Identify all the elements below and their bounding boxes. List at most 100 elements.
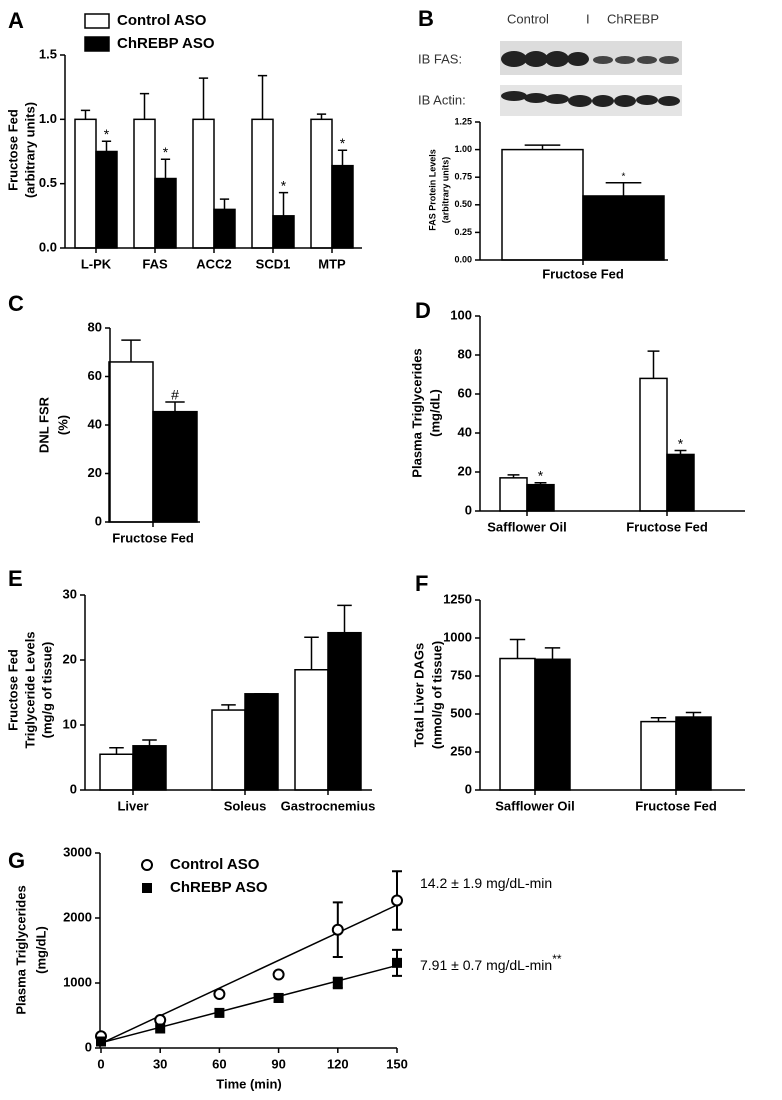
x-tick-label: Safflower Oil [487,519,566,534]
y-tick-label: 0.0 [39,239,57,254]
error-bar [109,747,124,755]
y-tick-label: 1.00 [454,144,472,154]
point [331,923,344,936]
error-bar [198,77,209,120]
band [615,56,635,64]
y-tick-label: 0.00 [454,254,472,264]
y-axis-label: Fructose Fed [5,649,20,731]
panel-letter: B [418,6,434,31]
legend-label: Control ASO [170,856,260,873]
error-bar [304,636,319,670]
y-tick-label: 0 [465,502,472,517]
panel-letter: F [415,571,428,596]
y-axis-label: DNL FSR [36,396,51,453]
legend-swatch [84,13,110,29]
bar [640,720,677,791]
bar [582,195,665,261]
bar [294,669,329,791]
point [96,1036,106,1047]
x-tick-label: 120 [327,1056,349,1071]
blot-lane-label: ChREBP [607,11,659,26]
point [392,957,402,968]
x-tick-label: Fructose Fed [112,530,194,545]
annotation: 14.2 ± 1.9 mg/dL-min [420,875,552,891]
y-tick-label: 500 [450,705,472,720]
x-tick-label: Fructose Fed [626,519,708,534]
blot-lane-label: I [586,11,590,26]
legend-label: Control ASO [117,12,207,29]
y-tick-label: 100 [450,307,472,322]
x-tick-label: 90 [271,1056,285,1071]
band [592,95,614,107]
bar [152,410,198,523]
y-tick-label: 1000 [63,974,92,989]
point [391,894,403,907]
bar [639,377,668,512]
significance-marker: # [171,387,179,403]
y-axis-label: (arbitrary units) [22,102,37,198]
bar [666,453,695,512]
x-axis-label: Time (min) [216,1076,282,1091]
band [568,95,592,107]
y-tick-label: 80 [88,319,102,334]
y-tick-label: 20 [458,463,472,478]
annotation: 7.91 ± 0.7 mg/dL-min** [420,952,562,973]
y-tick-label: 20 [88,465,102,480]
point [272,968,285,981]
error-bar [605,181,642,196]
y-tick-label: 80 [458,346,472,361]
y-tick-label: 40 [88,416,102,431]
bar [108,361,154,523]
x-tick-label: Soleus [224,798,267,813]
bar [499,477,528,512]
bar [211,709,246,791]
annotation-text: 14.2 ± 1.9 mg/dL-min [420,875,552,891]
y-tick-label: 30 [63,586,77,601]
y-tick-label: 1.5 [39,46,57,61]
error-bar [278,191,289,216]
y-axis-label: (mg/dL) [33,926,48,974]
error-bar [316,113,327,120]
band [501,51,527,67]
y-axis-label: (%) [55,415,70,435]
bar [331,164,354,249]
error-bar [685,711,702,718]
bar [251,118,274,249]
significance-marker: * [340,135,346,151]
y-axis-label: (mg/g of tissue) [39,642,54,739]
band [545,94,569,104]
fit-line [100,964,398,1044]
significance-marker: * [104,126,110,142]
error-bar [337,604,352,633]
error-bar [101,140,112,152]
x-tick-label: ACC2 [196,256,231,271]
x-tick-label: SCD1 [256,256,291,271]
blot-row-label: IB FAS: [418,51,462,66]
bar [327,631,362,791]
y-axis-label: (nmol/g of tissue) [429,641,444,749]
y-tick-label: 0 [465,781,472,796]
bar [192,118,215,249]
x-tick-label: Fructose Fed [542,266,624,281]
band [658,96,680,106]
error-bar [165,401,185,412]
y-tick-label: 0.25 [454,227,472,237]
y-tick-label: 10 [63,716,77,731]
band [545,51,569,67]
bar [499,657,536,791]
y-axis-label: (arbitrary units) [440,157,450,224]
panel-letter: A [8,8,24,33]
band [567,52,589,66]
y-tick-label: 0 [95,513,102,528]
y-tick-label: 0.50 [454,199,472,209]
y-axis-label: Triglyceride Levels [22,631,37,748]
y-tick-label: 750 [450,667,472,682]
x-tick-label: MTP [318,256,346,271]
error-bar [647,350,660,379]
y-tick-label: 0 [85,1039,92,1054]
annotation-superscript: ** [552,952,562,966]
band [501,91,527,101]
band [637,56,657,64]
